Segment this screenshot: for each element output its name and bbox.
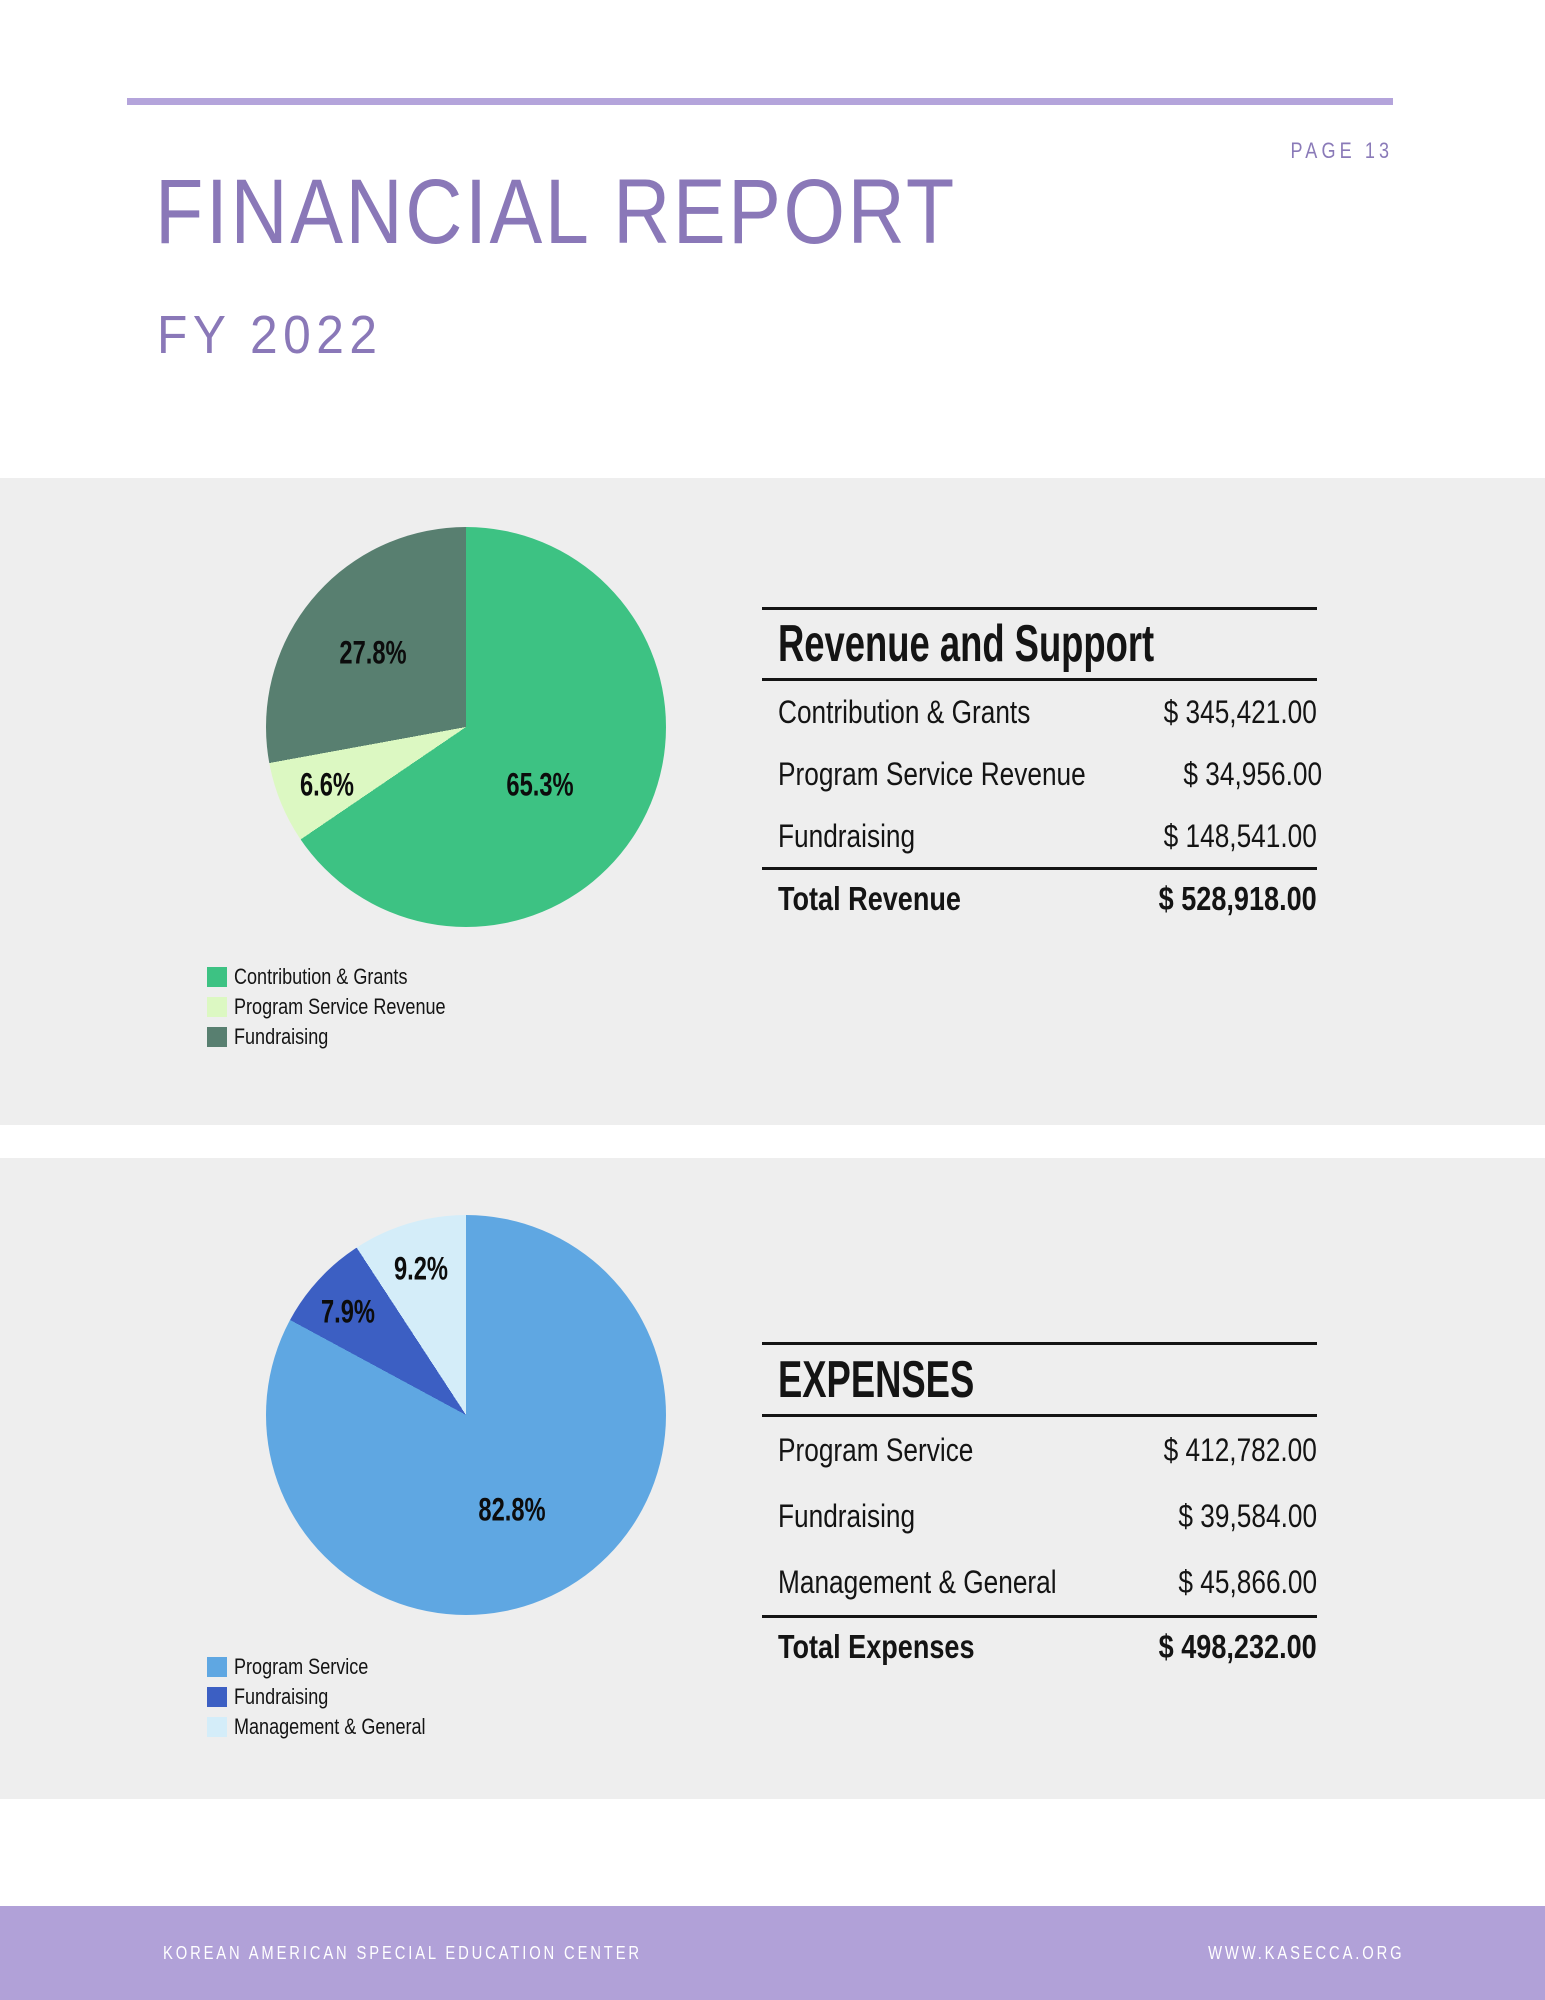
row-amount: $ 412,782.00 bbox=[1163, 1431, 1317, 1468]
pie-slice-label-contribution: 65.3% bbox=[506, 766, 574, 803]
table-row: Fundraising $ 39,584.00 bbox=[762, 1483, 1317, 1549]
row-label: Management & General bbox=[778, 1563, 1057, 1600]
legend-swatch-program-service bbox=[207, 996, 227, 1017]
legend-swatch-fundraising bbox=[207, 1026, 227, 1047]
legend-item: Program Service bbox=[207, 1654, 468, 1679]
page-footer: KOREAN AMERICAN SPECIAL EDUCATION CENTER… bbox=[0, 1906, 1545, 2000]
table-rule bbox=[762, 678, 1317, 681]
footer-website: WWW.KASECCA.ORG bbox=[1208, 1942, 1405, 1963]
legend-item: Fundraising bbox=[207, 1684, 468, 1709]
legend-label: Fundraising bbox=[234, 1684, 329, 1709]
legend-swatch-fundraising bbox=[207, 1686, 227, 1707]
pie-slice-label-fundraising: 27.8% bbox=[339, 634, 407, 671]
expenses-total-row: Total Expenses $ 498,232.00 bbox=[762, 1618, 1317, 1675]
page-number-label: PAGE 13 bbox=[1290, 138, 1393, 163]
legend-label: Program Service bbox=[234, 1654, 369, 1679]
revenue-legend: Contribution & Grants Program Service Re… bbox=[207, 966, 492, 1056]
legend-swatch-management bbox=[207, 1716, 227, 1737]
legend-label: Contribution & Grants bbox=[234, 964, 408, 989]
table-row: Management & General $ 45,866.00 bbox=[762, 1549, 1317, 1615]
row-amount: $ 148,541.00 bbox=[1163, 817, 1317, 854]
header-rule bbox=[127, 98, 1393, 105]
expenses-legend: Program Service Fundraising Management &… bbox=[207, 1656, 468, 1746]
row-amount: $ 39,584.00 bbox=[1178, 1497, 1317, 1534]
revenue-section: 65.3% 6.6% 27.8% Contribution & Grants P… bbox=[0, 478, 1545, 1125]
revenue-total-row: Total Revenue $ 528,918.00 bbox=[762, 870, 1317, 927]
expenses-table-title: EXPENSES bbox=[778, 1350, 975, 1409]
legend-label: Management & General bbox=[234, 1714, 426, 1739]
row-label: Program Service Revenue bbox=[778, 755, 1086, 792]
legend-swatch-program-service bbox=[207, 1656, 227, 1677]
legend-swatch-contribution bbox=[207, 966, 227, 987]
legend-item: Contribution & Grants bbox=[207, 964, 492, 989]
row-amount: $ 45,866.00 bbox=[1178, 1563, 1317, 1600]
table-rule bbox=[762, 1342, 1317, 1345]
page-subtitle: FY 2022 bbox=[157, 305, 383, 365]
legend-item: Fundraising bbox=[207, 1024, 492, 1049]
total-label: Total Revenue bbox=[778, 879, 961, 917]
total-amount: $ 528,918.00 bbox=[1158, 879, 1317, 917]
revenue-table: Revenue and Support Contribution & Grant… bbox=[762, 607, 1322, 927]
table-rule bbox=[762, 1615, 1317, 1618]
expenses-pie-chart bbox=[266, 1215, 666, 1615]
pie-slice-label-program-service: 6.6% bbox=[300, 766, 354, 803]
total-amount: $ 498,232.00 bbox=[1158, 1627, 1317, 1665]
revenue-table-title: Revenue and Support bbox=[778, 615, 1155, 673]
legend-label: Fundraising bbox=[234, 1024, 329, 1049]
legend-label: Program Service Revenue bbox=[234, 994, 446, 1019]
table-rule bbox=[762, 867, 1317, 870]
expenses-section: 82.8% 7.9% 9.2% Program Service Fundrais… bbox=[0, 1158, 1545, 1799]
table-rule bbox=[762, 1414, 1317, 1417]
pie-slice-label-program-service: 82.8% bbox=[478, 1491, 546, 1528]
table-row: Program Service Revenue $ 34,956.00 bbox=[762, 743, 1322, 805]
footer-organization: KOREAN AMERICAN SPECIAL EDUCATION CENTER bbox=[163, 1942, 642, 1963]
row-label: Fundraising bbox=[778, 817, 916, 854]
table-row: Contribution & Grants $ 345,421.00 bbox=[762, 681, 1317, 743]
pie-slice-label-management: 9.2% bbox=[394, 1250, 448, 1287]
table-row: Program Service $ 412,782.00 bbox=[762, 1417, 1317, 1483]
row-label: Fundraising bbox=[778, 1497, 916, 1534]
row-amount: $ 345,421.00 bbox=[1163, 693, 1317, 730]
expenses-table: EXPENSES Program Service $ 412,782.00 Fu… bbox=[762, 1342, 1317, 1675]
revenue-pie-chart bbox=[266, 527, 666, 927]
row-label: Program Service bbox=[778, 1431, 974, 1468]
pie-slice-label-fundraising: 7.9% bbox=[321, 1293, 375, 1330]
table-row: Fundraising $ 148,541.00 bbox=[762, 805, 1317, 867]
row-amount: $ 34,956.00 bbox=[1183, 755, 1323, 792]
legend-item: Program Service Revenue bbox=[207, 994, 492, 1019]
legend-item: Management & General bbox=[207, 1714, 468, 1739]
table-rule bbox=[762, 607, 1317, 610]
page-title: FINANCIAL REPORT bbox=[155, 161, 957, 263]
total-label: Total Expenses bbox=[778, 1627, 975, 1665]
row-label: Contribution & Grants bbox=[778, 693, 1031, 730]
